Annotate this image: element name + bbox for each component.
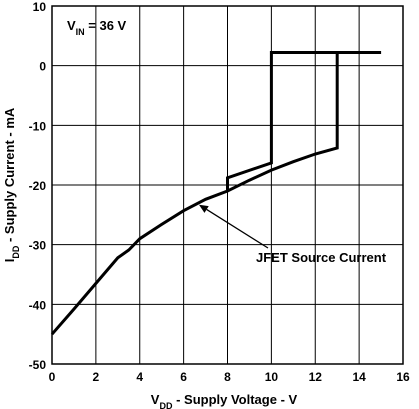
annotation-text: JFET Source Current [256,250,387,265]
x-tick-label: 16 [396,370,410,384]
x-tick-label: 8 [224,370,231,384]
x-axis-label: VDD - Supply Voltage - V [151,392,298,409]
condition-label: VIN = 36 V [67,18,127,37]
annotation-arrow-head [198,204,209,213]
plot-frame [51,5,404,365]
x-tick-label: 6 [180,370,187,384]
series-line [50,51,382,336]
x-tick-label: 14 [352,370,366,384]
series [50,51,382,336]
y-tick-label: -50 [29,358,47,372]
annotation: JFET Source Current [198,204,387,265]
x-tick-label: 10 [265,370,279,384]
y-tick-label: -40 [29,298,47,312]
x-tick-label: 4 [136,370,143,384]
tick-labels: 0 2 4 6 8 10 12 14 16 -50 -40 -30 -20 -10 0 10 [29,0,410,384]
y-tick-label: 0 [39,60,46,74]
y-tick-label: -30 [29,239,47,253]
y-tick-label: -20 [29,179,47,193]
y-axis-label: IDD - Supply Current - mA [2,107,21,262]
x-tick-label: 2 [93,370,100,384]
x-tick-label: 12 [309,370,323,384]
y-tick-label: 10 [33,0,47,14]
annotation-arrow [206,208,269,249]
x-tick-label: 0 [49,370,56,384]
y-tick-label: -10 [29,119,47,133]
